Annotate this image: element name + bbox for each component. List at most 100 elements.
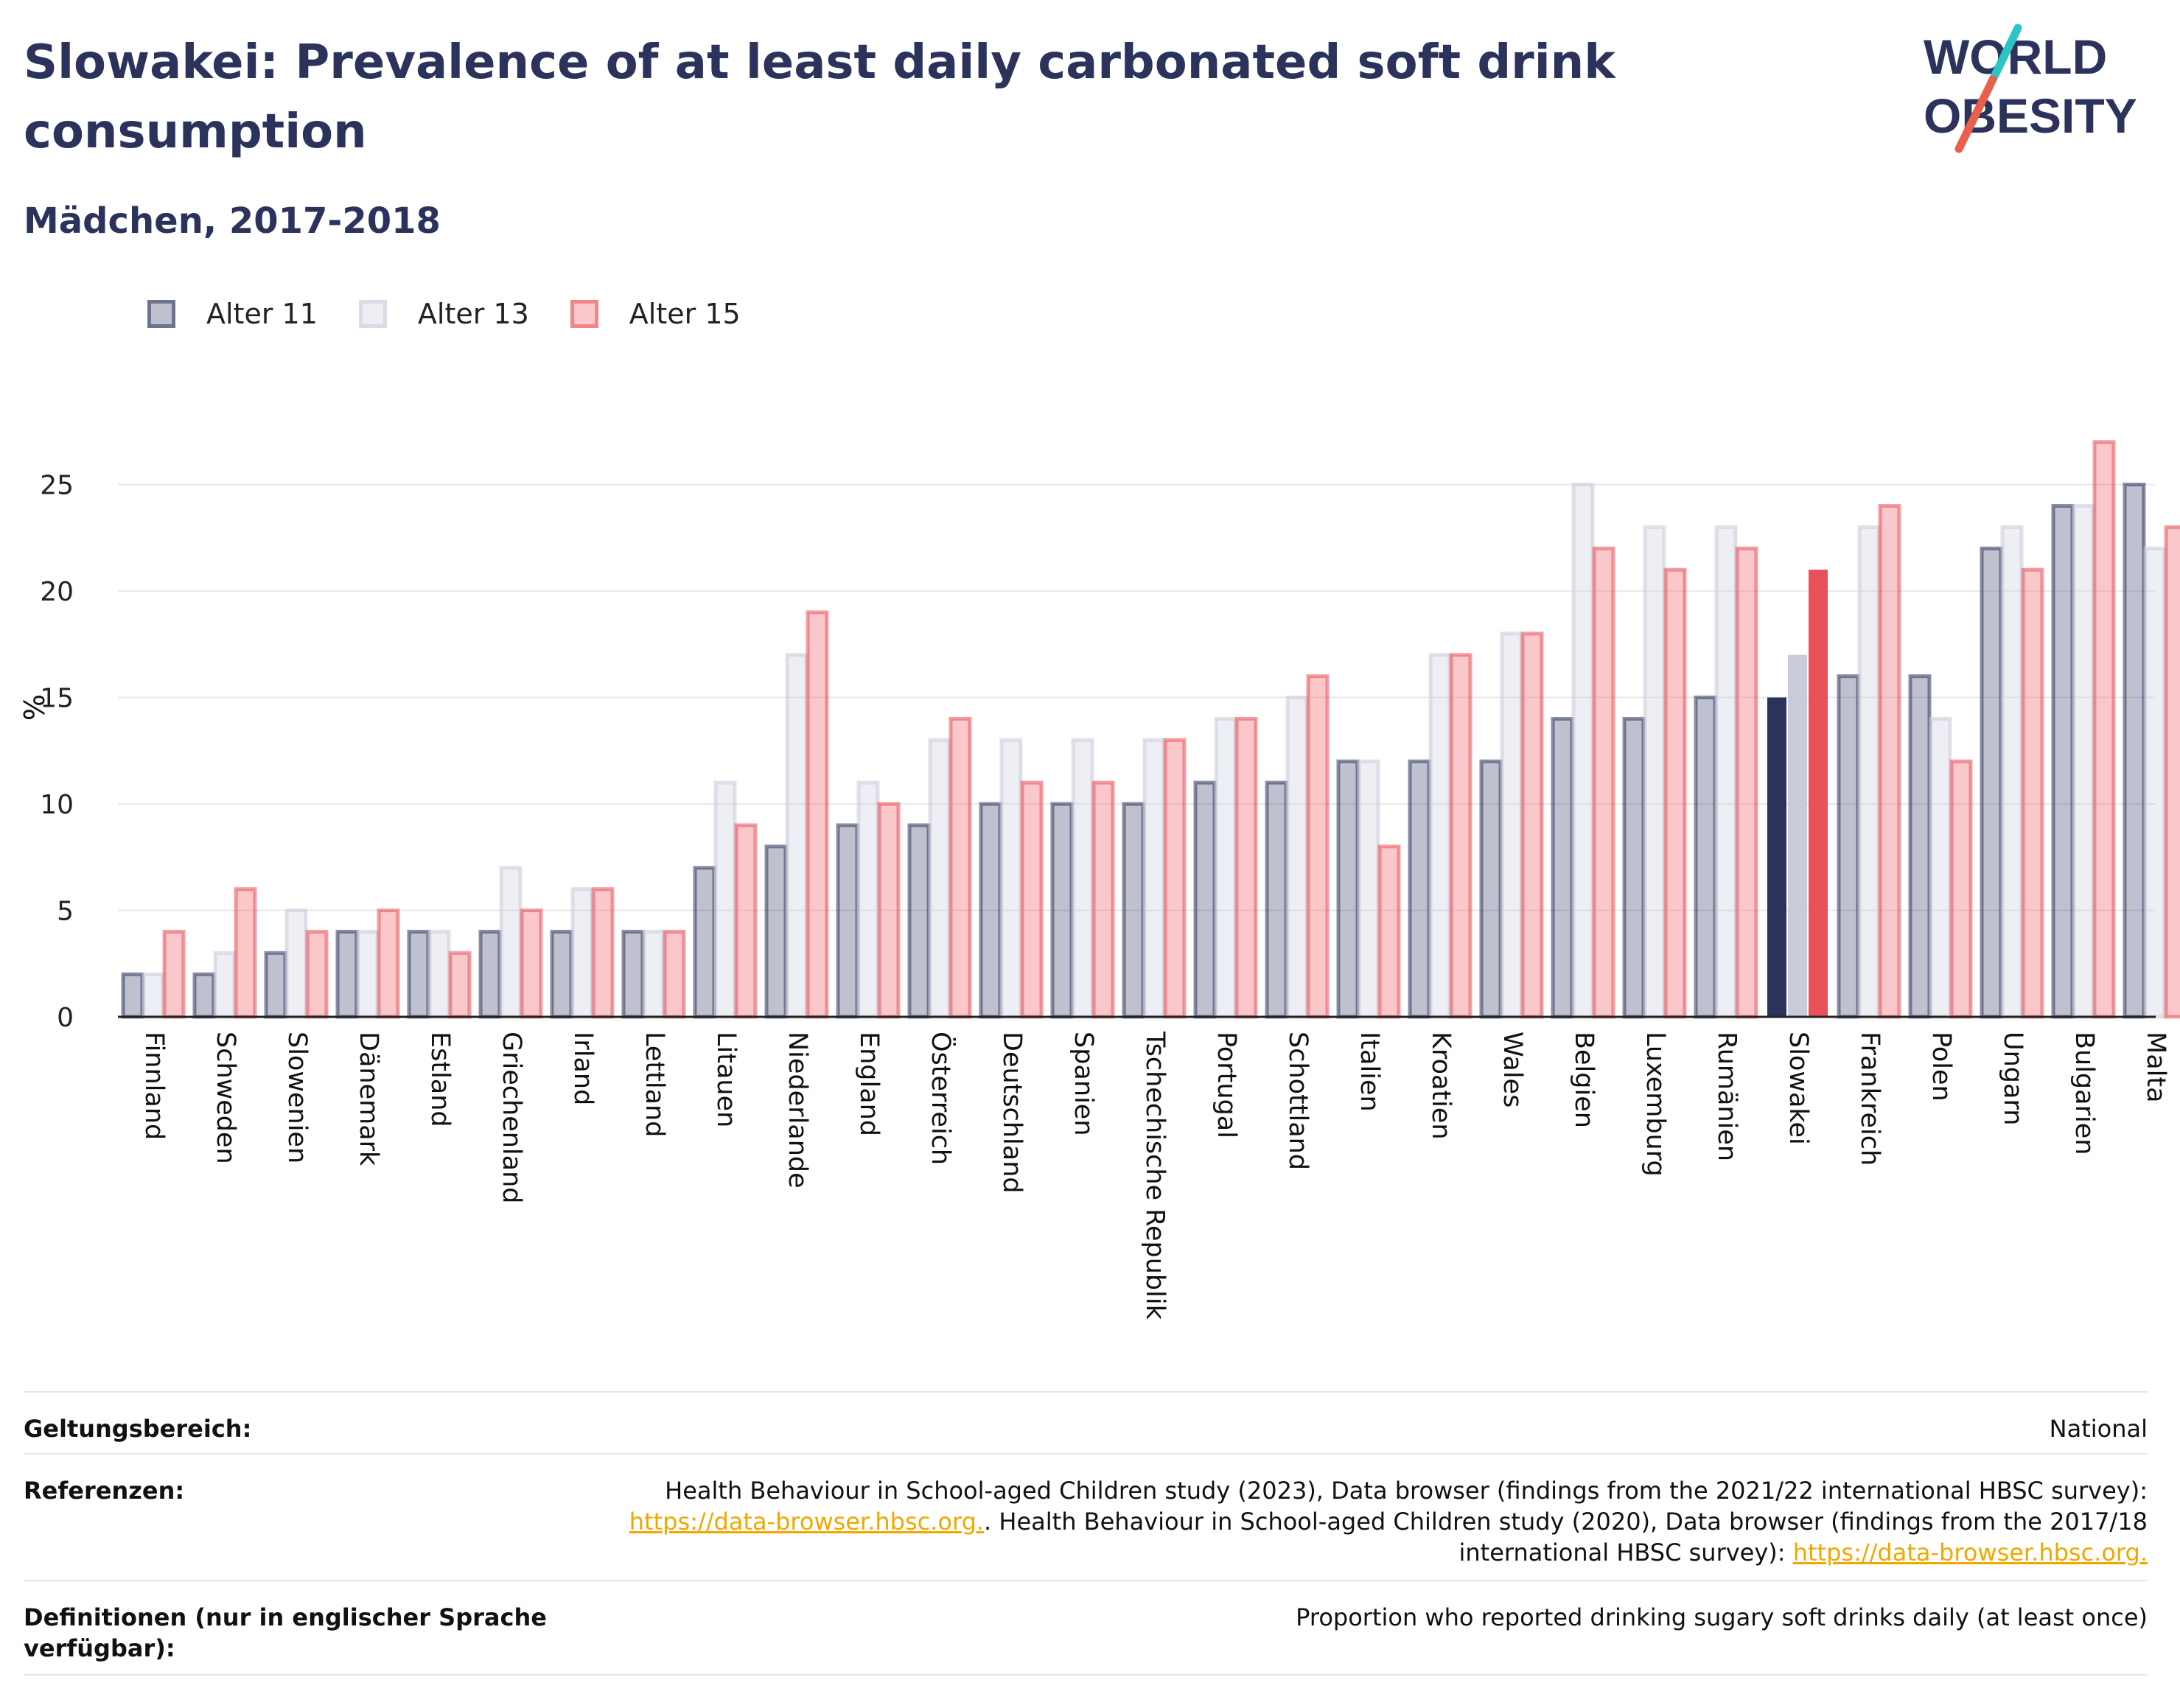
bar-alter-15[interactable] [234,887,257,1019]
bar-alter-15[interactable] [734,823,758,1019]
legend-item-age-13[interactable]: Alter 13 [358,298,529,330]
bar-alter-13[interactable] [1714,525,1738,1019]
bar-alter-11[interactable] [1980,546,2003,1019]
bar-alter-15[interactable] [1234,716,1258,1019]
bar-alter-15[interactable] [591,887,615,1019]
bar-alter-15[interactable] [948,716,972,1019]
bar-alter-15[interactable] [806,610,829,1019]
bar-alter-13[interactable] [1428,653,1452,1019]
x-tick-label: Polen [1926,1032,1956,1102]
bar-alter-13[interactable] [1500,631,1523,1019]
bar-alter-11[interactable] [836,823,859,1019]
bar-alter-13[interactable] [1142,738,1166,1019]
x-tick-label: Irland [568,1032,598,1105]
bar-alter-11[interactable] [1767,697,1786,1017]
bar-alter-11[interactable] [621,929,645,1019]
bar-alter-15[interactable] [1091,780,1115,1019]
bar-alter-11[interactable] [478,929,502,1019]
bar-alter-11[interactable] [1622,716,1646,1019]
bar-alter-15[interactable] [448,951,472,1019]
bar-alter-15[interactable] [377,909,400,1019]
bar-alter-13[interactable] [1285,696,1309,1019]
bar-alter-13[interactable] [499,866,523,1019]
bar-alter-15[interactable] [2092,440,2116,1019]
bar-alter-11[interactable] [192,972,216,1019]
bar-alter-13[interactable] [1214,716,1237,1019]
bar-alter-11[interactable] [979,802,1002,1019]
bar-alter-13[interactable] [427,929,451,1019]
bar-alter-11[interactable] [407,929,430,1019]
bar-alter-11[interactable] [1694,696,1717,1019]
bar-alter-11[interactable] [2051,503,2075,1019]
bar-alter-15[interactable] [663,929,686,1019]
scope-label: Geltungsbereich: [24,1415,252,1443]
x-tick-label: Österreich [926,1032,957,1165]
bar-alter-13[interactable] [284,909,308,1019]
bar-alter-13[interactable] [2000,525,2024,1019]
bar-alter-13[interactable] [1357,759,1380,1019]
bar-alter-13[interactable] [1071,738,1094,1019]
bar-alter-13[interactable] [928,738,951,1019]
bar-alter-11[interactable] [693,866,716,1019]
bar-alter-11[interactable] [1193,780,1217,1019]
bar-alter-11[interactable] [1050,802,1074,1019]
bar-alter-15[interactable] [520,909,543,1019]
references-link-1[interactable]: https://data-browser.hbsc.org. [629,1508,985,1536]
bar-alter-15[interactable] [1306,674,1330,1019]
legend-item-age-11[interactable]: Alter 11 [147,298,318,330]
bar-alter-11[interactable] [1551,716,1574,1019]
bar-alter-13[interactable] [856,780,880,1019]
bar-alter-15[interactable] [2021,567,2044,1019]
bar-alter-11[interactable] [1122,802,1145,1019]
bar-alter-13[interactable] [642,929,665,1019]
bar-alter-13[interactable] [2143,546,2167,1019]
bar-alter-11[interactable] [2123,483,2146,1019]
bar-alter-15[interactable] [1809,570,1828,1017]
references-link-2[interactable]: https://data-browser.hbsc.org. [1792,1539,2148,1567]
bar-alter-13[interactable] [1929,716,1952,1019]
bar-alter-13[interactable] [142,972,165,1019]
bar-alter-15[interactable] [877,802,901,1019]
bar-alter-11[interactable] [1265,780,1288,1019]
bar-alter-15[interactable] [1949,759,1973,1019]
bar-alter-13[interactable] [1571,483,1595,1019]
bar-alter-11[interactable] [335,929,359,1019]
bar-alter-11[interactable] [1479,759,1503,1019]
bar-alter-15[interactable] [305,929,329,1019]
bar-alter-15[interactable] [1735,546,1758,1019]
bar-alter-11[interactable] [1408,759,1431,1019]
x-tick-label: Slowenien [282,1032,312,1163]
bar-alter-13[interactable] [713,780,737,1019]
bar-alter-11[interactable] [1837,674,1860,1019]
bar-alter-13[interactable] [1857,525,1881,1019]
bar-alter-11[interactable] [764,844,788,1019]
legend-item-age-15[interactable]: Alter 15 [570,298,741,330]
legend-label-age-11: Alter 11 [206,298,318,330]
bar-alter-13[interactable] [570,887,594,1019]
bar-alter-15[interactable] [1163,738,1187,1019]
x-axis-labels: Finnland Schweden Slowenien Dänemark Estland… [139,1031,2170,1320]
bar-alter-13[interactable] [2072,503,2095,1019]
bar-alter-11[interactable] [264,951,287,1019]
bar-alter-15[interactable] [1449,653,1472,1019]
bar-alter-15[interactable] [2164,525,2180,1019]
bar-alter-15[interactable] [162,929,186,1019]
bar-alter-15[interactable] [1020,780,1044,1019]
bar-alter-13[interactable] [785,653,808,1019]
bar-alter-15[interactable] [1377,844,1401,1019]
bar-alter-11[interactable] [550,929,573,1019]
bar-alter-13[interactable] [213,951,237,1019]
bar-alter-11[interactable] [121,972,144,1019]
bar-alter-13[interactable] [999,738,1023,1019]
bar-alter-13[interactable] [356,929,380,1019]
bar-alter-11[interactable] [1908,674,1932,1019]
bar-alter-15[interactable] [1663,567,1687,1019]
x-tick-label: Litauen [711,1032,741,1127]
bar-alter-15[interactable] [1592,546,1615,1019]
bar-alter-11[interactable] [907,823,931,1019]
bar-alter-13[interactable] [1788,654,1807,1017]
bar-alter-13[interactable] [1643,525,1666,1019]
bar-alter-15[interactable] [1878,503,1901,1019]
bar-alter-15[interactable] [1520,631,1544,1019]
bar-alter-11[interactable] [1336,759,1360,1019]
